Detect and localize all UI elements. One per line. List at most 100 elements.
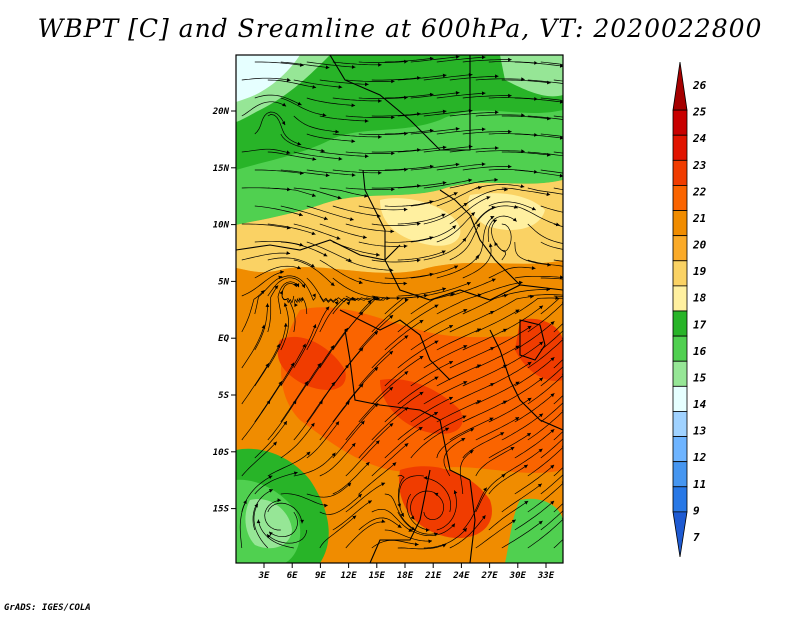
streamline [553,466,563,477]
streamline [410,92,460,99]
streamline-arrow [442,287,446,292]
streamline [267,285,279,333]
streamline-arrow [515,381,520,386]
streamline [293,115,340,133]
streamline [280,61,330,69]
streamline [540,402,563,423]
streamline [319,151,369,157]
streamline-arrow [573,425,577,429]
streamline [254,420,288,459]
streamline-arrow [359,311,364,316]
streamline [553,358,563,369]
colorbar-label: 16 [693,345,707,358]
streamline-arrow [490,216,495,220]
streamline [293,187,342,199]
streamline [384,165,434,171]
streamline [332,61,382,66]
streamline-arrow [312,324,317,329]
colorbar-label: 20 [692,239,707,252]
streamline-arrow [538,520,543,525]
streamline-arrow [502,400,507,405]
streamline [345,79,395,82]
border-line [519,319,546,361]
streamline [345,115,395,118]
streamline-arrow [527,325,532,330]
colorbar-swatch [672,385,688,412]
streamline [371,259,421,263]
streamline-arrow [364,194,368,198]
streamline [514,393,555,423]
streamline-arrow [330,345,334,350]
streamline-arrow [559,135,563,140]
streamline [332,133,382,138]
streamline-arrow [325,173,330,178]
streamline [462,206,496,243]
streamline [241,223,291,229]
lon-tick-label: 12E [340,571,357,581]
colorbar-swatch [672,486,688,513]
streamline-arrow [595,493,599,497]
streamline [423,74,473,81]
streamline-arrow [281,121,286,126]
streamline-arrow [584,477,588,481]
streamlines [239,55,615,550]
streamline-arrow [481,162,486,167]
streamline [306,277,339,302]
streamline [254,205,303,216]
streamline [293,452,336,477]
streamline-arrow [515,345,520,350]
streamline-arrow [304,381,308,386]
streamline-arrow [476,223,480,228]
country-borders [236,55,563,563]
streamline-arrow [572,194,576,198]
colorbar-label: 21 [692,212,706,225]
streamline-arrow [311,193,316,197]
streamline [254,111,286,135]
colorbar-swatch [672,310,688,337]
streamline-arrow [539,341,543,346]
lat-tick-label: EQ [218,334,229,344]
streamline [264,499,282,531]
streamline [475,184,525,189]
streamline-arrow [527,361,532,366]
streamline-arrow [539,413,543,418]
streamline [553,259,563,262]
streamline [397,474,405,517]
streamline-arrow [584,369,588,373]
streamline [501,413,544,441]
streamline [254,471,298,495]
streamline-arrow [428,539,432,544]
streamline [514,169,563,177]
streamline-arrow [504,187,508,192]
border-line [329,55,471,151]
streamline [384,236,434,243]
streamline [514,205,560,226]
colorbar-label: 17 [693,318,707,331]
colorbar-label: 26 [692,79,707,92]
streamline-arrow [441,250,446,254]
streamline [567,242,615,253]
streamline [384,426,423,459]
streamline-arrow [599,83,603,87]
streamline [436,328,482,351]
streamline-arrow [452,225,457,230]
streamline [423,477,452,513]
colorbar-swatch [672,235,688,262]
streamline-arrow [286,77,291,82]
streamline [406,493,430,531]
streamline-arrow [381,482,386,487]
streamline-arrow [490,347,495,351]
border-line [369,469,431,563]
streamline [488,464,528,495]
streamline [540,277,563,280]
streamline-arrow [448,396,453,401]
streamline [345,259,394,271]
streamline-arrow [454,265,458,269]
streamline [239,499,247,549]
streamline-arrow [269,489,273,493]
streamline [293,151,343,160]
streamline [462,166,512,171]
streamline-arrow [261,324,266,329]
streamline-arrow [573,83,577,87]
streamline [449,417,494,441]
